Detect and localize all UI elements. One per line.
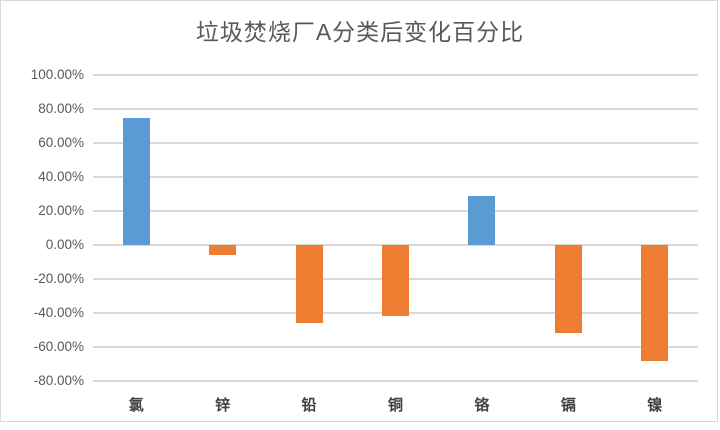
y-axis-tick-label: 60.00% xyxy=(38,135,84,150)
gridline xyxy=(93,142,698,144)
y-axis-tick-label: -80.00% xyxy=(33,373,84,388)
x-axis-tick-label: 铜 xyxy=(387,397,403,414)
gridline xyxy=(93,176,698,178)
x-axis-tick-label: 镉 xyxy=(560,397,576,414)
gridline xyxy=(93,108,698,110)
gridline xyxy=(93,380,698,382)
x-axis-tick-label: 铬 xyxy=(474,397,490,414)
bar-锌 xyxy=(209,245,237,256)
x-axis-tick-label: 氯 xyxy=(128,397,144,414)
y-axis-tick-label: -60.00% xyxy=(33,339,84,354)
x-axis-tick-label: 镍 xyxy=(647,397,663,414)
gridline xyxy=(93,74,698,76)
x-axis-tick-label: 锌 xyxy=(215,397,231,414)
chart-title: 垃圾焚烧厂A分类后变化百分比 xyxy=(195,19,525,45)
bar-镍 xyxy=(641,245,669,361)
y-axis-tick-label: 0.00% xyxy=(45,237,84,252)
bar-铅 xyxy=(295,245,323,324)
y-axis-tick-label: 100.00% xyxy=(30,67,84,82)
y-axis-tick-label: -40.00% xyxy=(33,305,84,320)
bar-氯 xyxy=(122,117,150,245)
y-axis-tick-label: 80.00% xyxy=(38,101,84,116)
x-axis-tick-label: 铅 xyxy=(301,397,317,414)
bar-铬 xyxy=(468,195,496,245)
y-axis-tick-label: 40.00% xyxy=(38,169,84,184)
gridline xyxy=(93,210,698,212)
bar-镉 xyxy=(554,245,582,334)
y-axis-tick-label: -20.00% xyxy=(33,271,84,286)
gridline xyxy=(93,346,698,348)
bar-铜 xyxy=(382,245,409,317)
y-axis-tick-label: 20.00% xyxy=(38,203,84,218)
